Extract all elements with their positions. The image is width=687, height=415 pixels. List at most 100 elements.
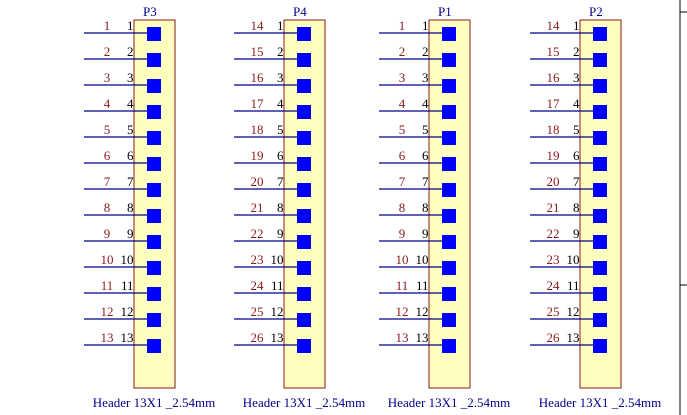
- pin-square[interactable]: [593, 287, 607, 301]
- pin-row[interactable]: 20 7: [234, 174, 311, 197]
- pin-square[interactable]: [147, 313, 161, 327]
- pin-square[interactable]: [593, 339, 607, 353]
- pin-row[interactable]: 10 10: [379, 252, 456, 275]
- pin-square[interactable]: [297, 287, 311, 301]
- pin-square[interactable]: [442, 235, 456, 249]
- pin-square[interactable]: [297, 235, 311, 249]
- pin-square[interactable]: [442, 157, 456, 171]
- pin-row[interactable]: 18 5: [234, 122, 311, 145]
- pin-square[interactable]: [442, 105, 456, 119]
- pin-square[interactable]: [297, 261, 311, 275]
- pin-square[interactable]: [147, 27, 161, 41]
- pin-row[interactable]: 12 12: [84, 304, 161, 327]
- pin-square[interactable]: [442, 209, 456, 223]
- pin-square[interactable]: [442, 53, 456, 67]
- pin-row[interactable]: 23 10: [530, 252, 607, 275]
- pin-square[interactable]: [442, 79, 456, 93]
- pin-square[interactable]: [297, 157, 311, 171]
- pin-square[interactable]: [442, 287, 456, 301]
- header-p4[interactable]: P4 14 1 15 2 16 3 17 4 18 5 19 6 20 7 21 8 22 9 23 10 24 11 25 1…: [234, 4, 365, 410]
- pin-square[interactable]: [593, 105, 607, 119]
- pin-square[interactable]: [442, 339, 456, 353]
- pin-row[interactable]: 11 11: [84, 278, 161, 301]
- header-body[interactable]: [283, 19, 326, 389]
- pin-square[interactable]: [147, 339, 161, 353]
- pin-square[interactable]: [442, 27, 456, 41]
- pin-row[interactable]: 21 8: [530, 200, 607, 223]
- pin-square[interactable]: [147, 183, 161, 197]
- pin-row[interactable]: 13 13: [379, 330, 456, 353]
- pin-square[interactable]: [593, 261, 607, 275]
- pin-square[interactable]: [297, 339, 311, 353]
- pin-square[interactable]: [297, 27, 311, 41]
- pin-square[interactable]: [147, 79, 161, 93]
- pin-row[interactable]: 15 2: [530, 44, 607, 67]
- header-body[interactable]: [428, 19, 471, 389]
- pin-square[interactable]: [593, 209, 607, 223]
- pin-row[interactable]: 11 11: [379, 278, 456, 301]
- pin-square[interactable]: [297, 183, 311, 197]
- pin-square[interactable]: [593, 235, 607, 249]
- pin-row[interactable]: 22 9: [234, 226, 311, 249]
- pin-square[interactable]: [147, 235, 161, 249]
- pin-square[interactable]: [147, 157, 161, 171]
- pin-row[interactable]: 14 1: [234, 18, 311, 41]
- pin-row[interactable]: 16 3: [530, 70, 607, 93]
- pin-square[interactable]: [593, 183, 607, 197]
- pin-row[interactable]: 17 4: [234, 96, 311, 119]
- pin-square[interactable]: [593, 313, 607, 327]
- pin-square[interactable]: [147, 105, 161, 119]
- pin-square[interactable]: [147, 209, 161, 223]
- pin-square[interactable]: [147, 131, 161, 145]
- pin-square[interactable]: [297, 131, 311, 145]
- pin-square[interactable]: [297, 105, 311, 119]
- pin-row[interactable]: 26 13: [234, 330, 311, 353]
- pin-square[interactable]: [442, 261, 456, 275]
- pin-row[interactable]: 20 7: [530, 174, 607, 197]
- pin-row[interactable]: 10 10: [84, 252, 161, 275]
- pin-square[interactable]: [147, 287, 161, 301]
- pin-square[interactable]: [593, 79, 607, 93]
- pin-row[interactable]: 24 11: [530, 278, 607, 301]
- pin-square[interactable]: [442, 131, 456, 145]
- pin-row[interactable]: 13 13: [84, 330, 161, 353]
- pin-square[interactable]: [297, 313, 311, 327]
- pin-square[interactable]: [297, 79, 311, 93]
- pin-square[interactable]: [442, 313, 456, 327]
- pin-row[interactable]: 17 4: [530, 96, 607, 119]
- pin-row[interactable]: 22 9: [530, 226, 607, 249]
- pin-square[interactable]: [147, 261, 161, 275]
- pin-square[interactable]: [593, 53, 607, 67]
- pin-square[interactable]: [442, 183, 456, 197]
- header-p2[interactable]: P2 14 1 15 2 16 3 17 4 18 5 19 6 20 7 21 8 22 9 23 10 24 11 25 1…: [530, 4, 661, 410]
- pin-row[interactable]: 19 6: [530, 148, 607, 171]
- pin-square[interactable]: [593, 131, 607, 145]
- pin-row[interactable]: 15 2: [234, 44, 311, 67]
- pin-row[interactable]: 19 6: [234, 148, 311, 171]
- pin-row[interactable]: 12 12: [379, 304, 456, 327]
- pin-square[interactable]: [147, 53, 161, 67]
- pin-square[interactable]: [297, 209, 311, 223]
- pin-row[interactable]: 14 1: [530, 18, 607, 41]
- pin-row[interactable]: 18 5: [530, 122, 607, 145]
- pin-row[interactable]: 26 13: [530, 330, 607, 353]
